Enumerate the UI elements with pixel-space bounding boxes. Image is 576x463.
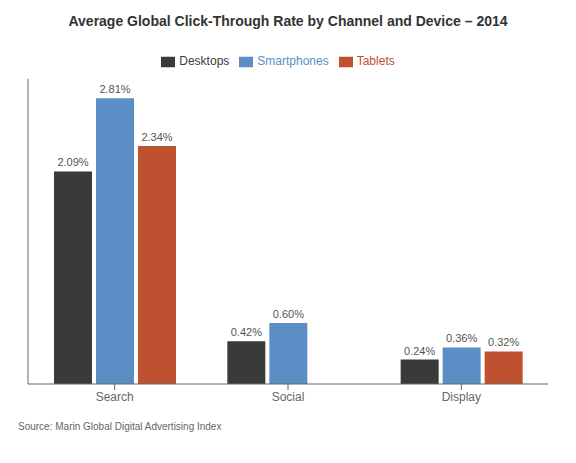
svg-text:Social: Social <box>272 390 305 404</box>
svg-text:0.24%: 0.24% <box>404 345 435 357</box>
svg-text:0.42%: 0.42% <box>231 326 262 338</box>
svg-text:0.32%: 0.32% <box>488 336 519 348</box>
html-text:Smartphones: Smartphones <box>257 54 329 68</box>
svg-text:Search: Search <box>96 390 134 404</box>
svg-text:2.81%: 2.81% <box>99 83 130 95</box>
html-text:Average Global Click-Through R: Average Global Click-Through Rate by Cha… <box>68 13 508 29</box>
svg-text:Display: Display <box>442 390 481 404</box>
svg-text:0.36%: 0.36% <box>446 332 477 344</box>
html-text:Source: Marin Global Digital A: Source: Marin Global Digital Advertising… <box>18 421 222 432</box>
svg-text:0.60%: 0.60% <box>273 308 304 320</box>
html-text:Tablets: Tablets <box>356 54 395 68</box>
html-text:Desktops: Desktops <box>179 54 230 68</box>
svg-text:2.34%: 2.34% <box>141 131 172 143</box>
svg-text:2.09%: 2.09% <box>57 156 88 168</box>
